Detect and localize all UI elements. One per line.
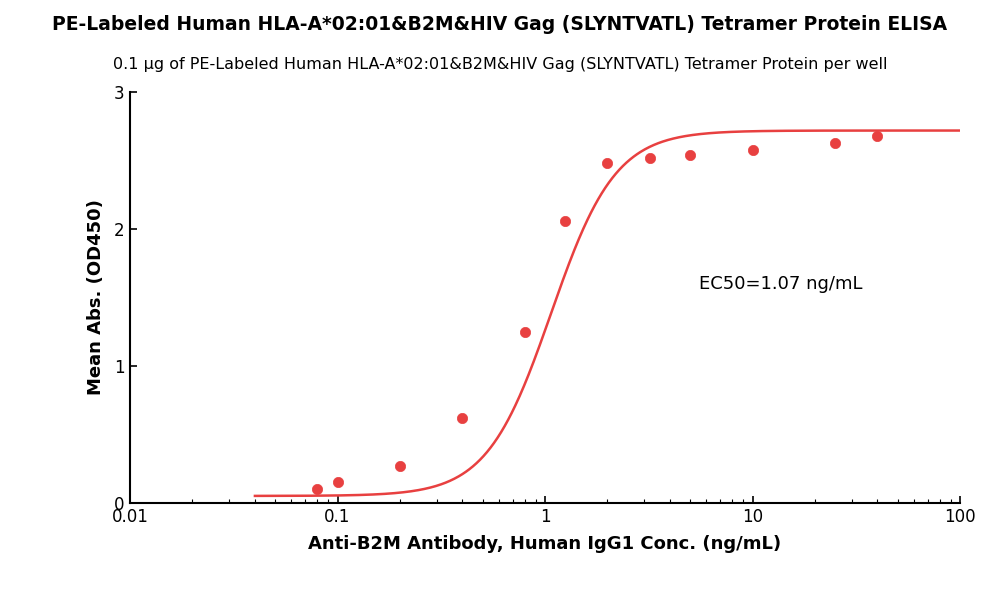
Point bbox=[682, 151, 698, 160]
Point bbox=[599, 159, 615, 168]
Point bbox=[557, 216, 573, 226]
Text: EC50=1.07 ng/mL: EC50=1.07 ng/mL bbox=[699, 275, 862, 293]
Point bbox=[330, 477, 346, 486]
Text: PE-Labeled Human HLA-A*02:01&B2M&HIV Gag (SLYNTVATL) Tetramer Protein ELISA: PE-Labeled Human HLA-A*02:01&B2M&HIV Gag… bbox=[52, 15, 948, 34]
Text: 0.1 μg of PE-Labeled Human HLA-A*02:01&B2M&HIV Gag (SLYNTVATL) Tetramer Protein : 0.1 μg of PE-Labeled Human HLA-A*02:01&B… bbox=[113, 57, 887, 71]
Point bbox=[392, 461, 408, 471]
Point bbox=[744, 145, 761, 155]
Point bbox=[309, 484, 325, 494]
Point bbox=[454, 413, 470, 422]
Y-axis label: Mean Abs. (OD450): Mean Abs. (OD450) bbox=[87, 199, 105, 396]
X-axis label: Anti-B2M Antibody, Human IgG1 Conc. (ng/mL): Anti-B2M Antibody, Human IgG1 Conc. (ng/… bbox=[308, 535, 782, 553]
Point bbox=[642, 153, 658, 162]
Point bbox=[827, 138, 843, 148]
Point bbox=[869, 131, 885, 141]
Point bbox=[517, 327, 533, 337]
